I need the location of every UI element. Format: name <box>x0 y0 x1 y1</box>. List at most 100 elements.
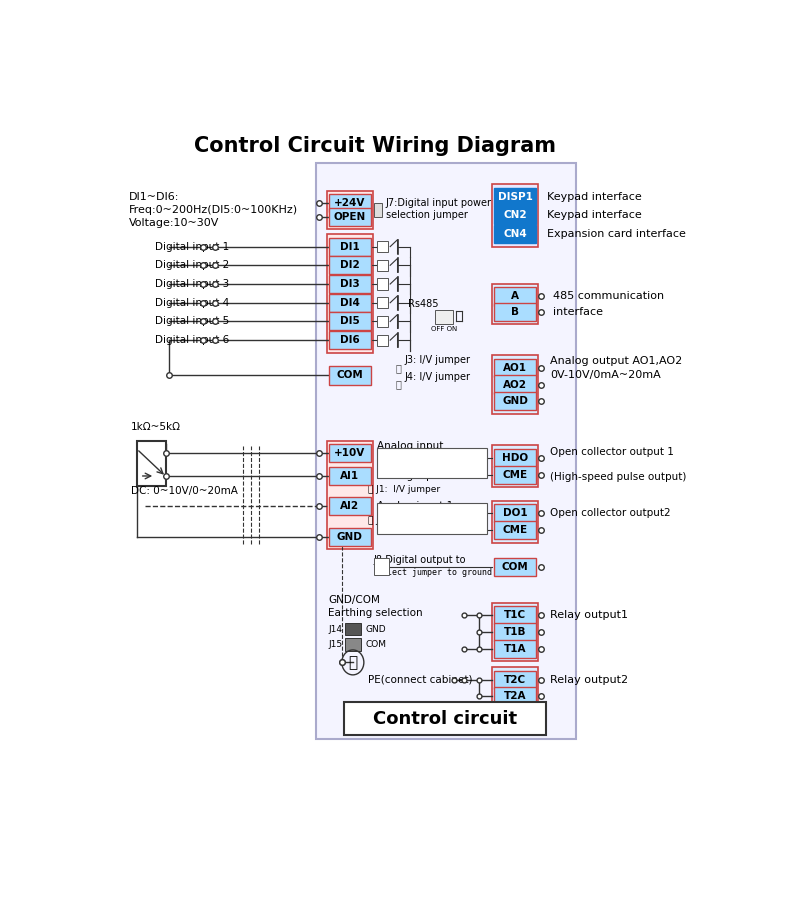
Text: Open collector output2: Open collector output2 <box>550 508 671 518</box>
Text: CME: CME <box>502 525 528 535</box>
Text: Digital input 6: Digital input 6 <box>155 335 229 346</box>
Text: CN4: CN4 <box>503 230 527 239</box>
Text: ⸠ J2:  I/V jumper: ⸠ J2: I/V jumper <box>367 516 439 525</box>
Text: COM: COM <box>337 371 363 381</box>
Text: Analog output AO1,AO2: Analog output AO1,AO2 <box>550 356 683 366</box>
FancyBboxPatch shape <box>377 260 388 271</box>
FancyBboxPatch shape <box>329 528 371 546</box>
FancyBboxPatch shape <box>492 603 538 661</box>
Text: J15: J15 <box>329 640 343 649</box>
FancyBboxPatch shape <box>377 316 388 327</box>
Text: GND: GND <box>365 625 386 634</box>
Text: DI1~DI6:: DI1~DI6: <box>130 192 180 202</box>
Text: interface: interface <box>553 307 603 317</box>
FancyBboxPatch shape <box>495 206 536 224</box>
Text: Keypad interface: Keypad interface <box>547 192 641 202</box>
Text: AI2: AI2 <box>340 501 359 511</box>
Text: DISP1: DISP1 <box>498 192 532 202</box>
Text: J14: J14 <box>329 625 342 634</box>
FancyBboxPatch shape <box>377 447 487 478</box>
Text: B: B <box>511 307 519 317</box>
Text: Digital input 4: Digital input 4 <box>155 298 229 308</box>
Text: DI6: DI6 <box>340 335 359 346</box>
FancyBboxPatch shape <box>326 191 373 229</box>
Text: PE(connect cabinet): PE(connect cabinet) <box>368 675 472 685</box>
Text: select jumper to ground: select jumper to ground <box>377 568 491 577</box>
FancyBboxPatch shape <box>329 331 371 349</box>
FancyBboxPatch shape <box>495 504 536 522</box>
FancyBboxPatch shape <box>316 164 577 739</box>
FancyBboxPatch shape <box>377 297 388 309</box>
Text: Digital input 1: Digital input 1 <box>155 241 229 252</box>
Text: CN2: CN2 <box>503 211 527 220</box>
FancyBboxPatch shape <box>326 234 373 353</box>
FancyBboxPatch shape <box>495 287 536 305</box>
Text: 0V-10V/0mA~20mA: 0V-10V/0mA~20mA <box>550 370 660 380</box>
FancyBboxPatch shape <box>345 638 361 651</box>
Text: Digital input 3: Digital input 3 <box>155 279 229 289</box>
FancyBboxPatch shape <box>329 444 371 462</box>
Text: AO2: AO2 <box>503 380 527 390</box>
FancyBboxPatch shape <box>435 310 453 323</box>
FancyBboxPatch shape <box>329 194 371 212</box>
FancyBboxPatch shape <box>345 623 361 635</box>
FancyBboxPatch shape <box>495 375 536 393</box>
Text: ⏚: ⏚ <box>348 655 357 670</box>
FancyBboxPatch shape <box>377 278 388 290</box>
Text: Keypad interface: Keypad interface <box>547 211 641 220</box>
Text: J8:Digital output to: J8:Digital output to <box>374 554 466 565</box>
FancyBboxPatch shape <box>492 446 538 487</box>
FancyBboxPatch shape <box>495 465 536 483</box>
FancyBboxPatch shape <box>495 623 536 641</box>
Text: DI1: DI1 <box>340 241 359 252</box>
Text: Open collector output 1: Open collector output 1 <box>550 447 674 457</box>
Text: T2C: T2C <box>504 675 526 685</box>
Text: Rs485: Rs485 <box>408 299 438 309</box>
Text: (High-speed pulse output): (High-speed pulse output) <box>550 472 687 482</box>
Text: T1B: T1B <box>504 627 526 637</box>
Text: DI3: DI3 <box>340 279 359 289</box>
Text: A: A <box>511 292 519 302</box>
FancyBboxPatch shape <box>374 202 382 217</box>
FancyBboxPatch shape <box>329 366 371 384</box>
FancyBboxPatch shape <box>344 702 546 735</box>
FancyBboxPatch shape <box>492 184 538 247</box>
Text: Analog input: Analog input <box>377 441 443 451</box>
Text: Earthing selection: Earthing selection <box>329 608 423 617</box>
Text: Freq:0~200Hz(DI5:0~100KHz): Freq:0~200Hz(DI5:0~100KHz) <box>130 205 299 215</box>
Text: ⸠ J1:  I/V jumper: ⸠ J1: I/V jumper <box>367 485 440 494</box>
Text: DO1: DO1 <box>502 508 528 518</box>
FancyBboxPatch shape <box>329 256 371 274</box>
FancyBboxPatch shape <box>495 359 536 377</box>
Text: HDO: HDO <box>502 453 529 463</box>
FancyBboxPatch shape <box>329 312 371 330</box>
FancyBboxPatch shape <box>495 521 536 539</box>
FancyBboxPatch shape <box>329 238 371 256</box>
FancyBboxPatch shape <box>495 688 536 706</box>
Text: +10V: +10V <box>334 448 366 458</box>
FancyBboxPatch shape <box>492 284 538 324</box>
Text: OPEN: OPEN <box>333 212 366 221</box>
Text: GND: GND <box>337 532 363 542</box>
FancyBboxPatch shape <box>377 503 487 534</box>
FancyBboxPatch shape <box>326 441 373 549</box>
FancyBboxPatch shape <box>329 467 371 485</box>
Text: +24V: +24V <box>334 198 366 208</box>
Text: T2A: T2A <box>504 691 526 701</box>
Text: ⸠: ⸠ <box>396 380 401 390</box>
Text: AO1: AO1 <box>503 363 527 373</box>
Text: Relay output1: Relay output1 <box>550 610 628 620</box>
FancyBboxPatch shape <box>137 441 166 486</box>
Text: 485 communication: 485 communication <box>553 292 664 302</box>
Text: J7:Digital input power supply: J7:Digital input power supply <box>386 198 528 208</box>
FancyBboxPatch shape <box>329 293 371 311</box>
Text: DC: 0~10V/0~20mA: DC: 0~10V/0~20mA <box>130 485 238 496</box>
Text: AI1: AI1 <box>340 471 359 481</box>
Text: Control circuit: Control circuit <box>373 709 517 727</box>
Text: OFF ON: OFF ON <box>431 326 457 332</box>
Text: Digital input 5: Digital input 5 <box>155 317 229 327</box>
Text: Voltage:10~30V: Voltage:10~30V <box>130 218 220 228</box>
Text: Digital input 2: Digital input 2 <box>155 260 229 270</box>
Text: GND/COM: GND/COM <box>329 595 380 605</box>
FancyBboxPatch shape <box>492 501 538 543</box>
